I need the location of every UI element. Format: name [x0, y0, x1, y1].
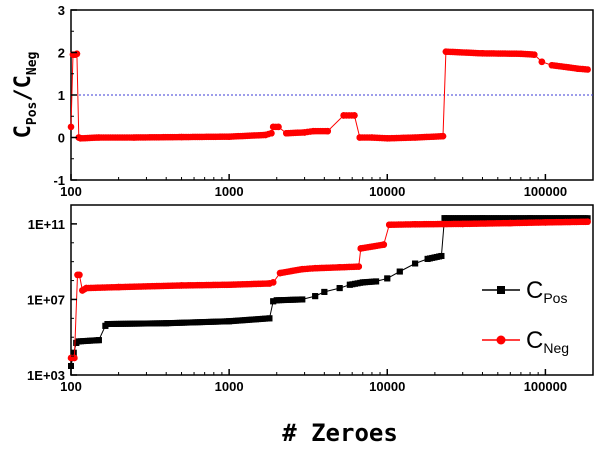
bottom-series-layer: [67, 215, 591, 369]
ratio-series-point: [268, 129, 275, 137]
ratio-series-point: [584, 66, 591, 73]
ratio-series-point: [73, 50, 81, 58]
bottom-plot-frame: [70, 204, 594, 376]
legend-label-main: C: [526, 327, 543, 354]
top-y-axis-title: CPos/CNeg: [11, 52, 40, 139]
legend-label-sub: Pos: [543, 290, 567, 306]
c-neg-series-point: [76, 271, 83, 279]
y-tick-label: 1: [58, 88, 65, 103]
bottom-axis-ticks: 100 1000 10000 100000 1E+03 1E+07 1E+11: [27, 217, 594, 394]
ratio-series-point: [351, 112, 358, 119]
c-pos-series-point: [95, 337, 102, 344]
x-tick-label: 100: [60, 184, 82, 199]
ylabel-main-1: C: [11, 125, 36, 138]
c-pos-series-point: [584, 215, 591, 222]
ratio-series-point: [324, 127, 331, 135]
x-tick-label: 1000: [215, 184, 244, 199]
legend-label: CPos: [526, 277, 567, 306]
x-tick-label: 100000: [524, 184, 567, 199]
legend-label: CNeg: [526, 327, 569, 356]
legend-marker: [497, 286, 505, 294]
top-axis-ticks: 100 1000 10000 100000 -1 0 1 2 3: [53, 3, 594, 199]
x-tick-label: 100000: [524, 379, 567, 394]
c-pos-series-point: [299, 296, 306, 303]
c-neg-series-point: [355, 263, 363, 270]
bottom-x-axis-title: # Zeroes: [282, 419, 398, 447]
ylabel-main-2: C: [11, 75, 36, 88]
y-tick-label: 3: [58, 3, 65, 18]
c-pos-series-point: [373, 278, 380, 285]
c-pos-series-point: [270, 298, 277, 305]
x-tick-label: 100: [60, 379, 82, 394]
y-tick-label: 1E+07: [27, 292, 65, 307]
ratio-series-point: [67, 123, 75, 131]
c-pos-series-point: [266, 315, 273, 322]
ratio-series-point: [439, 132, 447, 140]
c-pos-series-point: [68, 362, 74, 369]
y-tick-label: 2: [58, 46, 65, 61]
c-pos-series-point: [412, 260, 419, 267]
legend-marker: [496, 335, 506, 345]
ylabel-slash: /: [11, 88, 36, 101]
c-pos-series-line: [70, 217, 588, 367]
c-pos-series-point: [384, 275, 391, 282]
c-pos-series-point: [312, 293, 319, 300]
ylabel-sub-1: Pos: [25, 102, 40, 125]
y-tick-label: 1E+11: [28, 217, 65, 232]
x-tick-label: 1000: [215, 379, 244, 394]
c-neg-series-point: [380, 241, 388, 248]
ratio-series-point: [530, 51, 538, 58]
c-neg-series-point: [584, 218, 591, 226]
ratio-series-point: [538, 58, 546, 66]
c-pos-series-point: [321, 288, 328, 295]
c-pos-series-point: [396, 268, 403, 275]
ratio-series-point: [275, 123, 282, 131]
c-pos-series-point: [70, 349, 77, 356]
x-tick-label: 10000: [369, 184, 405, 199]
c-neg-series-point: [269, 279, 277, 286]
y-tick-label: 1E+03: [27, 368, 65, 383]
legend-label-main: C: [526, 277, 543, 304]
c-pos-series-point: [336, 285, 343, 292]
y-tick-label: 0: [58, 131, 65, 146]
ylabel-sub-2: Neg: [25, 52, 40, 75]
top-series-layer: [67, 48, 591, 142]
c-pos-series-point: [438, 252, 445, 259]
legend-label-sub: Neg: [543, 340, 569, 356]
x-tick-label: 10000: [369, 379, 405, 394]
y-tick-label: -1: [53, 173, 65, 188]
